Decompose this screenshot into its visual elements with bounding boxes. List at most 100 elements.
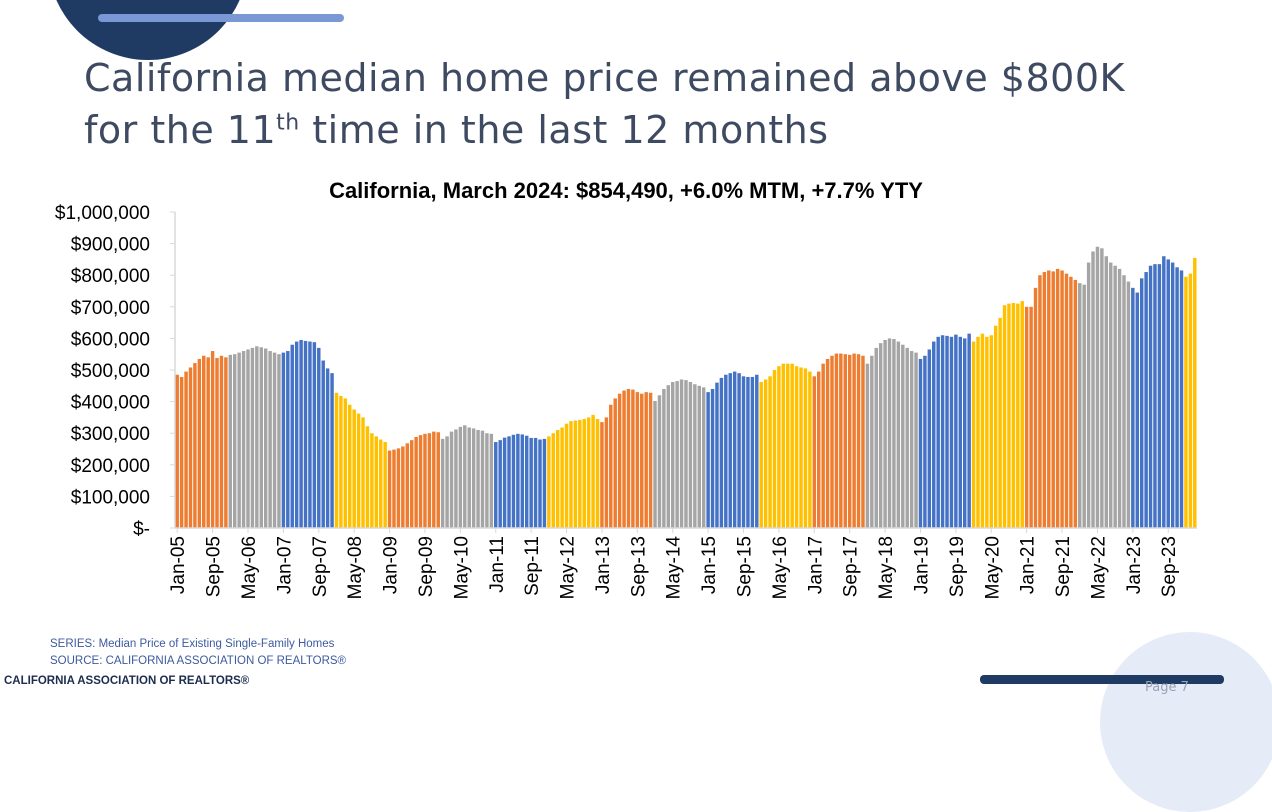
x-tick-label: Sep-19	[947, 536, 968, 597]
price-bar-2015-6	[728, 373, 732, 528]
price-bar-2006-9	[263, 348, 268, 528]
header-accent-bar	[98, 14, 344, 22]
price-bar-2008-2	[339, 395, 343, 528]
x-tick-label: May-22	[1088, 536, 1109, 599]
price-bar-2015-3	[715, 382, 719, 528]
price-bar-2008-9	[370, 433, 374, 528]
price-bar-2013-6	[622, 390, 626, 528]
y-tick-label: $-	[133, 519, 150, 540]
price-bar-2017-2	[817, 371, 821, 528]
y-tick-label: $400,000	[71, 393, 150, 414]
price-bar-2018-9	[901, 344, 905, 528]
price-bar-2009-1	[387, 450, 392, 528]
price-bar-2010-11	[485, 433, 489, 528]
price-bar-2023-9	[1166, 259, 1170, 528]
price-bar-2017-5	[830, 355, 834, 528]
x-tick-label: May-20	[982, 536, 1003, 599]
price-bar-2005-6	[197, 358, 202, 528]
price-bar-2021-7	[1051, 271, 1055, 528]
y-tick-label: $700,000	[71, 298, 150, 319]
price-bar-2017-7	[839, 353, 843, 528]
x-tick-label: May-12	[558, 536, 579, 599]
price-bar-2009-11	[432, 431, 436, 528]
price-bar-2008-11	[379, 439, 383, 528]
price-bar-2008-6	[356, 413, 361, 528]
price-bar-2011-1	[494, 442, 498, 528]
price-bar-2018-10	[905, 347, 909, 528]
y-tick-label: $500,000	[71, 361, 150, 382]
price-bar-2020-11	[1016, 303, 1020, 528]
price-bar-2018-12	[914, 352, 918, 528]
price-bar-2020-3	[980, 333, 985, 528]
x-tick-label: Jan-07	[274, 536, 295, 594]
x-tick-label: Sep-05	[204, 536, 225, 597]
price-bar-2005-7	[202, 355, 206, 528]
price-bar-2005-9	[210, 351, 215, 528]
price-bar-2011-4	[507, 436, 511, 528]
price-bar-2009-9	[423, 433, 427, 528]
price-bar-2007-7	[308, 341, 312, 528]
price-bar-2010-4	[454, 429, 458, 528]
price-bar-2015-9	[741, 376, 746, 528]
price-bar-2013-10	[640, 393, 644, 528]
price-bar-2016-4	[772, 370, 777, 528]
price-bar-2007-1	[281, 352, 286, 528]
price-bar-2006-8	[259, 347, 263, 528]
corner-circle-decoration	[1100, 632, 1272, 812]
price-bar-2009-3	[396, 448, 401, 528]
price-bar-2012-8	[578, 419, 582, 528]
price-bar-2011-12	[542, 438, 547, 528]
price-bar-2012-11	[591, 414, 595, 528]
price-bar-2009-6	[409, 440, 414, 528]
price-bar-2010-6	[463, 425, 467, 528]
price-bar-2016-8	[790, 363, 794, 528]
price-bar-2011-8	[525, 435, 529, 528]
price-bar-2008-12	[383, 442, 387, 528]
price-bar-2018-3	[874, 347, 878, 528]
price-bar-2021-3	[1033, 287, 1038, 528]
y-tick-label: $1,000,000	[55, 203, 150, 224]
price-bar-2021-5	[1042, 272, 1047, 528]
price-bar-2006-4	[241, 351, 246, 528]
price-bar-2024-2	[1188, 273, 1193, 528]
price-bar-2013-11	[644, 392, 648, 528]
price-bar-2010-7	[467, 427, 471, 528]
price-bar-2014-9	[688, 382, 693, 528]
price-bar-2023-2	[1135, 292, 1139, 528]
price-bar-2018-5	[883, 339, 887, 528]
price-bar-2014-2	[657, 395, 662, 528]
price-bar-2016-6	[781, 363, 786, 528]
price-bar-2013-5	[617, 393, 622, 528]
title-superscript: th	[276, 110, 300, 136]
price-bar-2009-12	[436, 432, 440, 528]
price-bar-2018-6	[887, 338, 892, 528]
price-bar-2012-2	[551, 433, 555, 528]
price-bar-2012-7	[573, 420, 578, 528]
brand-logo-text: CALIFORNIA ASSOCIATION OF REALTORS®	[4, 675, 250, 687]
price-bar-2010-5	[458, 426, 463, 528]
x-tick-label: Sep-21	[1053, 536, 1074, 597]
price-bar-2008-5	[352, 409, 356, 528]
price-bar-2023-1	[1131, 287, 1135, 528]
price-bar-2021-12	[1073, 279, 1078, 528]
price-bar-2017-9	[847, 354, 852, 528]
price-bar-2022-11	[1122, 275, 1126, 528]
price-bar-2006-2	[233, 354, 237, 528]
price-bar-2006-3	[237, 352, 241, 528]
price-bar-2005-3	[184, 371, 188, 528]
price-bar-2011-5	[511, 434, 516, 528]
price-bar-2006-1	[228, 354, 233, 528]
price-bar-2020-7	[998, 317, 1002, 528]
price-bar-2022-9	[1113, 265, 1117, 528]
price-bar-2019-11	[963, 338, 967, 528]
price-bar-2023-8	[1162, 256, 1166, 528]
price-bar-2022-5	[1095, 246, 1100, 528]
price-bar-2020-2	[976, 336, 980, 528]
price-bar-2023-10	[1170, 262, 1175, 528]
price-bar-2017-1	[812, 376, 817, 528]
price-bar-2023-12	[1179, 270, 1184, 528]
price-bar-2012-6	[569, 421, 573, 528]
price-bar-2014-1	[653, 400, 657, 528]
price-bar-2007-10	[321, 360, 325, 528]
series-note: SERIES: Median Price of Existing Single-…	[50, 638, 335, 650]
